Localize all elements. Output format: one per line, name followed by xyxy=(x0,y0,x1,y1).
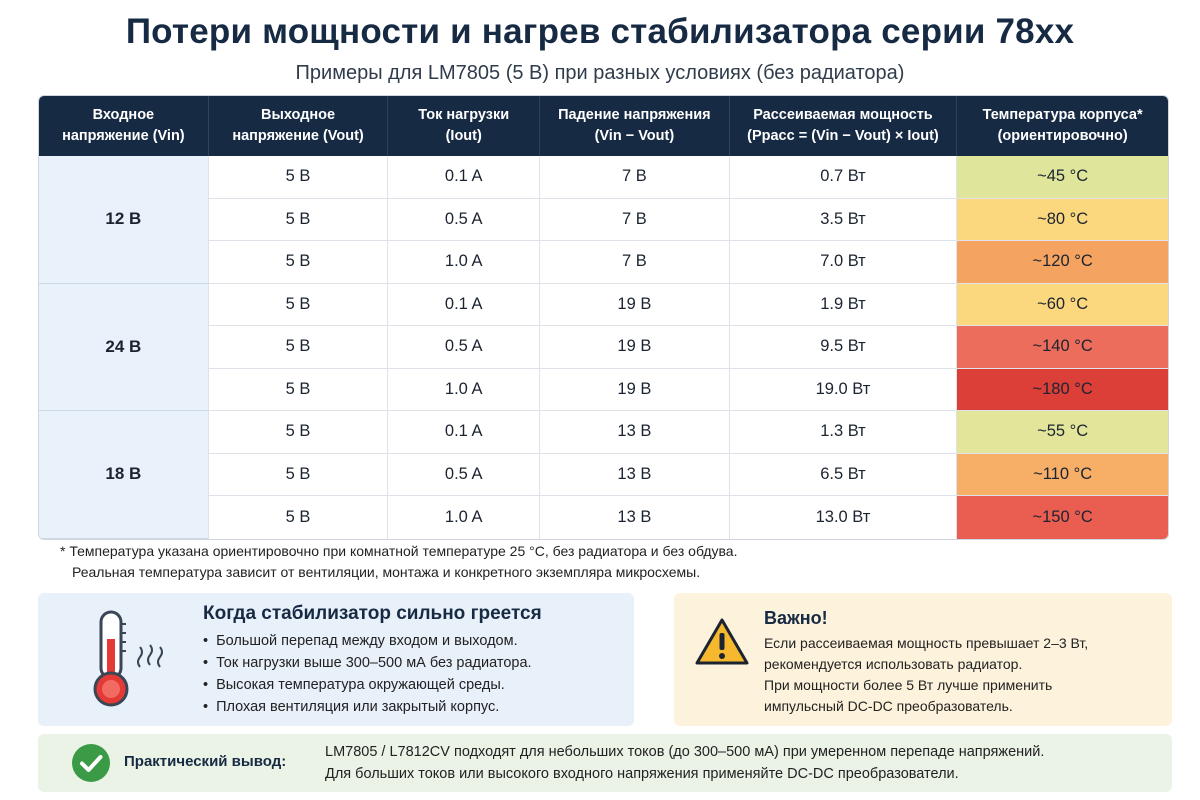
list-item: Плохая вентиляция или закрытый корпус. xyxy=(203,696,532,718)
footnote: * Температура указана ориентировочно при… xyxy=(60,541,737,583)
page-subtitle: Примеры для LM7805 (5 В) при разных усло… xyxy=(295,62,905,84)
temp-cell: ~140 °C xyxy=(957,326,1168,369)
power-cell: 1.9 Вт xyxy=(729,283,958,326)
iout-cell: 1.0 A xyxy=(388,496,541,539)
overheating-title: Когда стабилизатор сильно греется xyxy=(203,603,542,624)
table-row: 5 В 1.0 A 13 В 13.0 Вт ~150 °C xyxy=(39,496,1168,539)
drop-cell: 19 В xyxy=(540,283,730,326)
power-cell: 9.5 Вт xyxy=(729,326,958,369)
vin-cell: 18 В xyxy=(39,411,209,539)
power-cell: 7.0 Вт xyxy=(729,241,958,284)
vout-cell: 5 В xyxy=(208,411,389,454)
warning-text: Если рассеиваемая мощность превышает 2–3… xyxy=(764,635,1089,714)
conclusion-label: Практический вывод: xyxy=(124,753,287,770)
power-cell: 3.5 Вт xyxy=(729,198,958,241)
table-header-row: Входное напряжение (Vin) Выходное напряжен… xyxy=(39,96,1168,156)
iout-cell: 0.1 A xyxy=(388,156,541,199)
warning-title: Важно! xyxy=(764,608,828,628)
conclusion-box: Практический вывод: LM7805 / L7812CV под… xyxy=(38,734,1172,792)
vin-cell: 12 В xyxy=(39,156,209,284)
table-row: 5 В 1.0 A 7 В 7.0 Вт ~120 °C xyxy=(39,241,1168,284)
power-cell: 6.5 Вт xyxy=(729,453,958,496)
vout-cell: 5 В xyxy=(208,453,389,496)
table-row: 5 В 0.5 A 19 В 9.5 Вт ~140 °C xyxy=(39,326,1168,369)
temp-cell: ~180 °C xyxy=(957,368,1168,411)
power-cell: 19.0 Вт xyxy=(729,368,958,411)
table-row: 5 В 1.0 A 19 В 19.0 Вт ~180 °C xyxy=(39,368,1168,411)
overheating-list: Большой перепад между входом и выходом. … xyxy=(203,630,532,718)
footnote-line-2: Реальная температура зависит от вентиляц… xyxy=(72,564,701,580)
iout-cell: 1.0 A xyxy=(388,241,541,284)
vout-cell: 5 В xyxy=(208,496,389,539)
power-loss-table: Входное напряжение (Vin) Выходное напряжен… xyxy=(38,95,1169,540)
col-header-vout: Выходное напряжение (Vout) xyxy=(208,96,389,156)
table-row: 12 В 5 В 0.1 A 7 В 0.7 Вт ~45 °C xyxy=(39,156,1168,284)
conclusion-text: LM7805 / L7812CV подходят для небольших … xyxy=(325,744,1045,782)
power-cell: 0.7 Вт xyxy=(729,156,958,199)
vout-cell: 5 В xyxy=(208,326,389,369)
iout-cell: 0.1 A xyxy=(388,411,541,454)
list-item: Большой перепад между входом и выходом. xyxy=(203,630,532,652)
drop-cell: 19 В xyxy=(540,368,730,411)
table-row: 24 В 5 В 0.1 A 19 В 1.9 Вт ~60 °C xyxy=(39,283,1168,411)
drop-cell: 13 В xyxy=(540,496,730,539)
vout-cell: 5 В xyxy=(208,283,389,326)
drop-cell: 19 В xyxy=(540,326,730,369)
col-header-vin: Входное напряжение (Vin) xyxy=(39,96,209,156)
list-item: Ток нагрузки выше 300–500 мА без радиато… xyxy=(203,652,532,674)
table-row: 5 В 0.5 A 13 В 6.5 Вт ~110 °C xyxy=(39,453,1168,496)
temp-cell: ~45 °C xyxy=(957,156,1168,199)
drop-cell: 13 В xyxy=(540,411,730,454)
vin-cell: 24 В xyxy=(39,283,209,411)
power-cell: 1.3 Вт xyxy=(729,411,958,454)
footnote-line-1: * Температура указана ориентировочно при… xyxy=(60,543,738,559)
temp-cell: ~150 °C xyxy=(957,496,1168,539)
iout-cell: 0.5 A xyxy=(388,198,541,241)
col-header-power: Рассеиваемая мощность (Pрасс = (Vin − Vou… xyxy=(729,96,958,156)
drop-cell: 13 В xyxy=(540,453,730,496)
drop-cell: 7 В xyxy=(540,241,730,284)
temp-cell: ~110 °C xyxy=(957,453,1168,496)
temp-cell: ~55 °C xyxy=(957,411,1168,454)
power-cell: 13.0 Вт xyxy=(729,496,958,539)
overheating-causes-box: Когда стабилизатор сильно греется Большо… xyxy=(38,593,634,726)
col-header-temp: Температура корпуса* (ориентировочно) xyxy=(957,96,1168,156)
drop-cell: 7 В xyxy=(540,156,730,199)
vout-cell: 5 В xyxy=(208,198,389,241)
important-warning-box: Важно! Если рассеиваемая мощность превыш… xyxy=(674,593,1172,726)
iout-cell: 0.5 A xyxy=(388,326,541,369)
thermometer-icon xyxy=(93,610,163,707)
table-row: 18 В 5 В 0.1 A 13 В 1.3 Вт ~55 °C xyxy=(39,411,1168,539)
col-header-iout: Ток нагрузки (Iout) xyxy=(388,96,541,156)
temp-cell: ~120 °C xyxy=(957,241,1168,284)
vout-cell: 5 В xyxy=(208,241,389,284)
temp-cell: ~60 °C xyxy=(957,283,1168,326)
check-circle-icon xyxy=(72,744,110,782)
vout-cell: 5 В xyxy=(208,156,389,199)
drop-cell: 7 В xyxy=(540,198,730,241)
col-header-drop: Падение напряжения (Vin − Vout) xyxy=(540,96,730,156)
table-row: 5 В 0.5 A 7 В 3.5 Вт ~80 °C xyxy=(39,198,1168,241)
iout-cell: 0.5 A xyxy=(388,453,541,496)
page-title: Потери мощности и нагрев стабилизатора с… xyxy=(125,12,1075,51)
iout-cell: 1.0 A xyxy=(388,368,541,411)
vout-cell: 5 В xyxy=(208,368,389,411)
list-item: Высокая температура окружающей среды. xyxy=(203,674,532,696)
iout-cell: 0.1 A xyxy=(388,283,541,326)
temp-cell: ~80 °C xyxy=(957,198,1168,241)
warning-icon xyxy=(695,618,749,665)
